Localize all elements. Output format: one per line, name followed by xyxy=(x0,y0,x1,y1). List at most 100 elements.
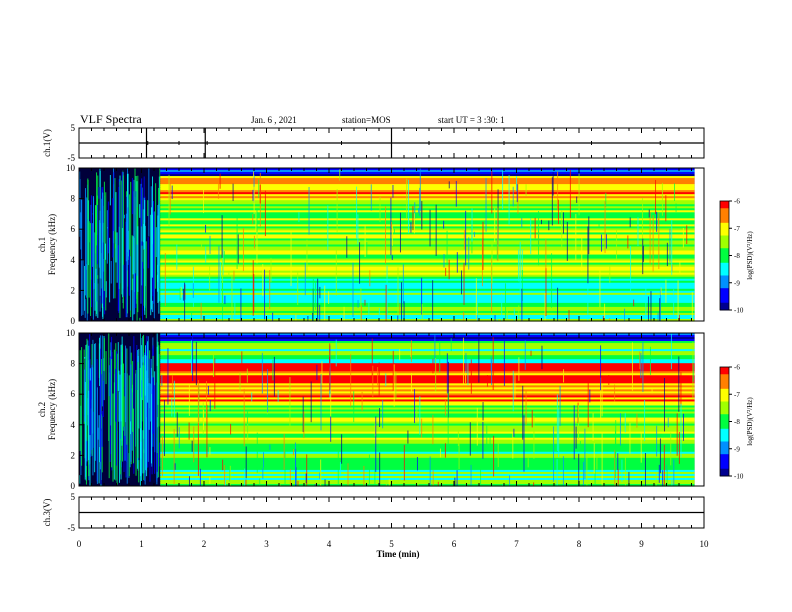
spectrogram-cell xyxy=(686,225,688,244)
colorbar-swatch xyxy=(720,448,729,452)
spectrogram-cell xyxy=(88,390,90,461)
spectrogram-cell xyxy=(93,197,95,290)
y-tick-label: 4 xyxy=(71,420,76,430)
spectrogram-cell xyxy=(410,340,412,363)
spectrogram-cell xyxy=(600,345,602,391)
spectrogram-cell xyxy=(642,341,644,392)
header-date: Jan. 6 , 2021 xyxy=(251,115,297,125)
spectrogram-band xyxy=(160,443,695,447)
spectrogram-cell xyxy=(112,168,114,299)
spectrogram-cell xyxy=(412,206,414,231)
spectrogram-band xyxy=(160,371,695,374)
spectrogram-band xyxy=(160,198,695,201)
spectrogram-cell xyxy=(692,364,694,382)
spectrogram-band xyxy=(160,252,695,256)
spectrogram-cell xyxy=(136,344,138,390)
colorbar-swatch xyxy=(720,235,729,238)
spectrogram-cell xyxy=(126,195,128,318)
colorbar-swatch xyxy=(720,201,729,204)
spectrogram-cell xyxy=(399,303,401,315)
spectrogram-cell xyxy=(101,335,103,407)
spectrogram-band xyxy=(160,351,695,354)
spectrogram-cell xyxy=(366,242,368,257)
spectrogram-cell xyxy=(222,459,224,471)
spectrogram-cell xyxy=(364,226,366,258)
spectrogram-cell xyxy=(482,221,484,270)
spectrogram-cell xyxy=(219,173,221,189)
spectrogram-cell xyxy=(569,169,571,218)
spectrogram-cell xyxy=(277,390,279,403)
spectrogram-cell xyxy=(200,243,202,248)
spectrogram-cell xyxy=(578,405,580,439)
spectrogram-cell xyxy=(386,265,388,315)
spectrogram-band xyxy=(160,439,695,443)
spectrogram-band xyxy=(160,200,695,203)
spectrogram-band xyxy=(160,276,695,280)
spectrogram-cell xyxy=(587,273,589,321)
spectrogram-cell xyxy=(534,217,536,239)
colorbar-tick-label: -7 xyxy=(734,391,740,399)
spectrogram-cell xyxy=(469,422,471,456)
spectrogram-cell xyxy=(614,430,616,479)
spectrogram-cell xyxy=(245,479,247,486)
spectrogram-cell xyxy=(392,184,394,198)
spectrogram-cell xyxy=(455,180,457,207)
spectrogram-cell xyxy=(149,383,151,422)
spectrogram-cell xyxy=(506,310,508,321)
spectrogram-cell xyxy=(129,346,131,468)
spectrogram-cell xyxy=(95,268,97,317)
colorbar-tick-label: -10 xyxy=(734,473,744,481)
spectrogram-band xyxy=(160,258,695,262)
spectrogram-cell xyxy=(221,251,223,304)
spectrogram-cell xyxy=(209,264,211,291)
spectrogram-cell xyxy=(324,479,326,486)
spectrogram-cell xyxy=(473,231,475,237)
spectrogram-cell xyxy=(245,446,247,479)
spectrogram-cell xyxy=(132,278,134,321)
spectrogram-cell xyxy=(126,348,128,445)
spectrogram-cell xyxy=(527,458,529,468)
spectrogram-cell xyxy=(163,399,165,457)
spectrogram-cell xyxy=(518,305,520,321)
spectrogram-band xyxy=(160,425,695,429)
spectrogram-cell xyxy=(157,215,159,303)
spectrogram-band xyxy=(160,465,695,469)
x-tick-label: 10 xyxy=(700,539,710,549)
spectrogram-cell xyxy=(637,217,639,247)
spectrogram-cell xyxy=(98,220,100,268)
spectrogram-cell xyxy=(395,371,397,400)
colorbar-tick-label: -7 xyxy=(734,225,740,233)
spectrogram-cell xyxy=(658,213,660,270)
colorbar-swatch xyxy=(720,454,729,457)
spectrogram-cell xyxy=(502,170,504,210)
spectrogram-cell xyxy=(463,311,465,321)
colorbar-label: log(PSD)(V²/Hz) xyxy=(746,231,754,280)
spectrogram-cell xyxy=(176,244,178,270)
spectrogram-cell xyxy=(79,475,81,484)
spectrogram-cell xyxy=(122,170,124,172)
colorbar-swatch xyxy=(720,466,729,470)
spectrogram-cell xyxy=(151,207,153,310)
spectrogram-band xyxy=(160,355,695,358)
y-tick-label: 2 xyxy=(71,450,76,460)
spectrogram-band xyxy=(160,421,695,425)
spectrogram-cell xyxy=(80,405,82,476)
colorbar-swatch xyxy=(720,277,729,280)
spectrogram-band xyxy=(160,383,695,386)
spectrogram-cell xyxy=(353,391,355,423)
spectrogram-cell xyxy=(568,310,570,321)
spectrogram-band xyxy=(160,176,695,179)
spectrogram-cell xyxy=(114,244,116,249)
y-tick-label: 2 xyxy=(71,285,76,295)
spectrogram-band xyxy=(160,467,695,471)
y-axis-title: ch.3(V) xyxy=(42,499,52,527)
spectrogram-cell xyxy=(330,416,332,442)
spectrogram-cell xyxy=(114,178,116,299)
spectrogram-cell xyxy=(419,168,421,212)
spectrogram-cell xyxy=(360,288,362,321)
spectrogram-cell xyxy=(658,464,660,483)
spectrogram-cell xyxy=(385,284,387,321)
spectrogram-cell xyxy=(460,270,462,295)
spectrogram-cell xyxy=(89,334,91,470)
colorbar-swatch xyxy=(720,434,729,437)
